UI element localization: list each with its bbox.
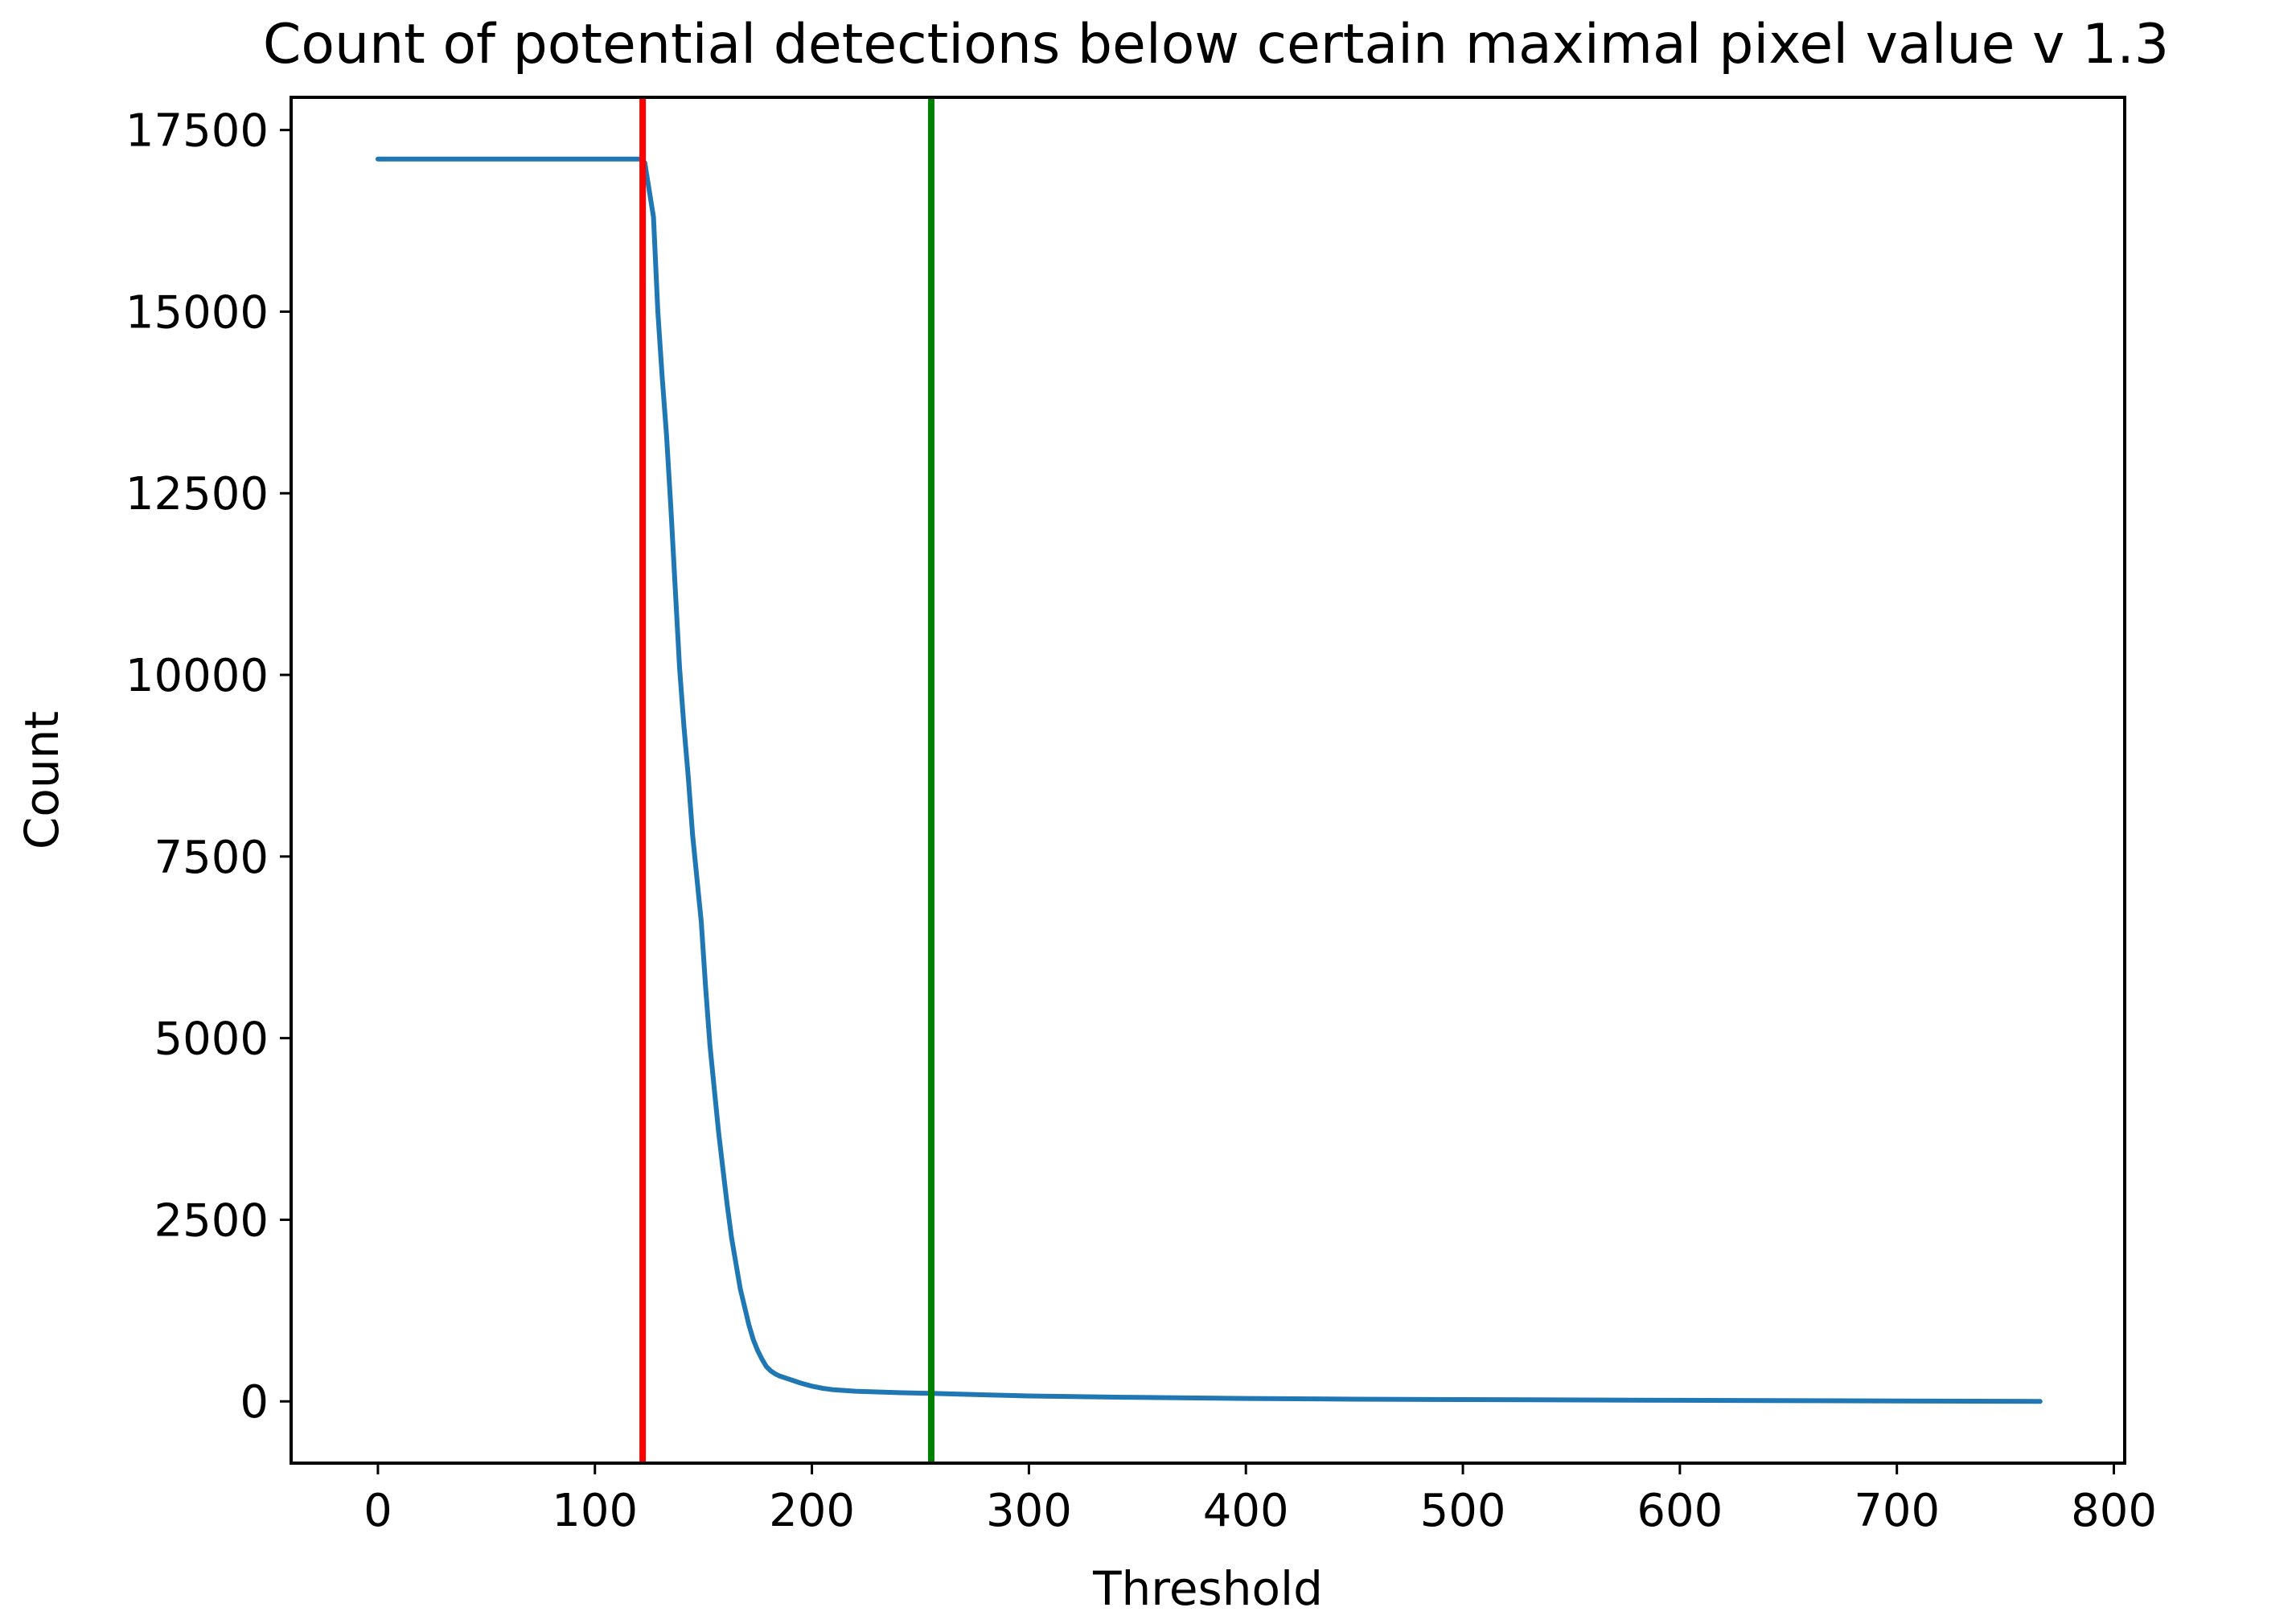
x-tick-label: 400 — [1203, 1485, 1289, 1537]
y-tick-label: 0 — [240, 1376, 269, 1429]
chart-title: Count of potential detections below cert… — [263, 13, 2169, 76]
x-axis: 0 100 200 300 400 500 600 700 800 — [363, 1463, 2157, 1537]
y-tick-label: 15000 — [125, 286, 269, 339]
x-tick-label: 0 — [363, 1485, 392, 1537]
x-tick-label: 700 — [1854, 1485, 1940, 1537]
series-line-0 — [375, 156, 2043, 1404]
x-tick-label: 600 — [1637, 1485, 1723, 1537]
x-tick-label: 500 — [1420, 1485, 1506, 1537]
y-tick-label: 5000 — [154, 1013, 269, 1066]
axes-frame — [290, 96, 2126, 1465]
y-tick-label: 10000 — [125, 650, 269, 702]
y-tick-label: 12500 — [125, 468, 269, 520]
x-tick-label: 300 — [986, 1485, 1072, 1537]
plot-area — [375, 97, 2043, 1463]
x-tick-label: 200 — [769, 1485, 855, 1537]
y-axis: 0 2500 5000 7500 10000 12500 15000 17500 — [125, 105, 291, 1429]
y-tick-label: 7500 — [154, 832, 269, 884]
x-axis-label: Threshold — [1092, 1561, 1323, 1616]
y-tick-label: 17500 — [125, 105, 269, 158]
x-tick-label: 800 — [2071, 1485, 2157, 1537]
y-tick-label: 2500 — [154, 1194, 269, 1247]
y-axis-label: Count — [14, 711, 69, 849]
x-tick-label: 100 — [552, 1485, 638, 1537]
